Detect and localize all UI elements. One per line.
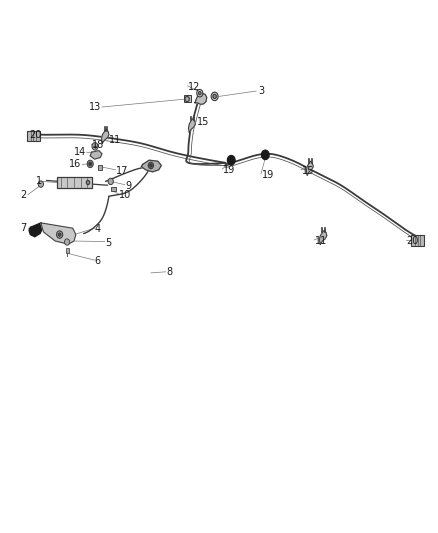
- Bar: [57, 176, 92, 188]
- Text: 19: 19: [262, 170, 274, 180]
- Circle shape: [197, 90, 203, 97]
- Circle shape: [64, 239, 70, 245]
- Text: 3: 3: [258, 86, 265, 96]
- Polygon shape: [188, 119, 195, 133]
- Circle shape: [211, 92, 218, 101]
- Circle shape: [227, 156, 235, 165]
- Circle shape: [57, 231, 63, 238]
- Text: 11: 11: [315, 236, 327, 246]
- Polygon shape: [29, 223, 42, 237]
- Text: 7: 7: [21, 223, 27, 233]
- Circle shape: [150, 164, 152, 167]
- Text: 20: 20: [407, 236, 419, 246]
- Text: 1: 1: [36, 176, 42, 187]
- Text: 20: 20: [29, 130, 42, 140]
- Text: 13: 13: [89, 102, 101, 112]
- Text: 16: 16: [69, 159, 81, 169]
- Circle shape: [185, 96, 189, 102]
- Circle shape: [92, 143, 98, 150]
- Circle shape: [261, 150, 269, 160]
- Text: 4: 4: [95, 224, 101, 235]
- Polygon shape: [41, 223, 76, 244]
- Circle shape: [108, 178, 113, 184]
- Circle shape: [213, 94, 216, 99]
- Text: 15: 15: [197, 117, 209, 127]
- Bar: [111, 187, 116, 191]
- Bar: [98, 165, 102, 169]
- Polygon shape: [306, 161, 313, 175]
- Polygon shape: [319, 230, 327, 244]
- Circle shape: [38, 181, 43, 187]
- Text: 11: 11: [109, 135, 121, 145]
- Circle shape: [58, 233, 61, 236]
- Text: 6: 6: [95, 256, 101, 266]
- Bar: [27, 132, 39, 141]
- Circle shape: [148, 163, 153, 168]
- Text: 17: 17: [117, 166, 129, 176]
- Text: 15: 15: [302, 166, 314, 176]
- Bar: [184, 95, 191, 102]
- Bar: [411, 235, 424, 246]
- Circle shape: [86, 180, 90, 184]
- Circle shape: [198, 92, 201, 95]
- Text: 14: 14: [74, 147, 86, 157]
- Polygon shape: [90, 151, 102, 159]
- Text: 8: 8: [166, 267, 173, 277]
- Text: 2: 2: [21, 190, 27, 200]
- Text: 19: 19: [223, 165, 236, 175]
- Text: 12: 12: [188, 82, 201, 92]
- Polygon shape: [195, 93, 207, 104]
- Polygon shape: [102, 130, 109, 143]
- Text: 18: 18: [92, 140, 105, 150]
- Circle shape: [89, 163, 92, 165]
- Text: 5: 5: [106, 238, 112, 247]
- Text: 10: 10: [119, 190, 131, 200]
- Bar: [66, 248, 69, 253]
- Circle shape: [87, 160, 93, 167]
- Text: 9: 9: [125, 181, 131, 191]
- Polygon shape: [141, 160, 161, 172]
